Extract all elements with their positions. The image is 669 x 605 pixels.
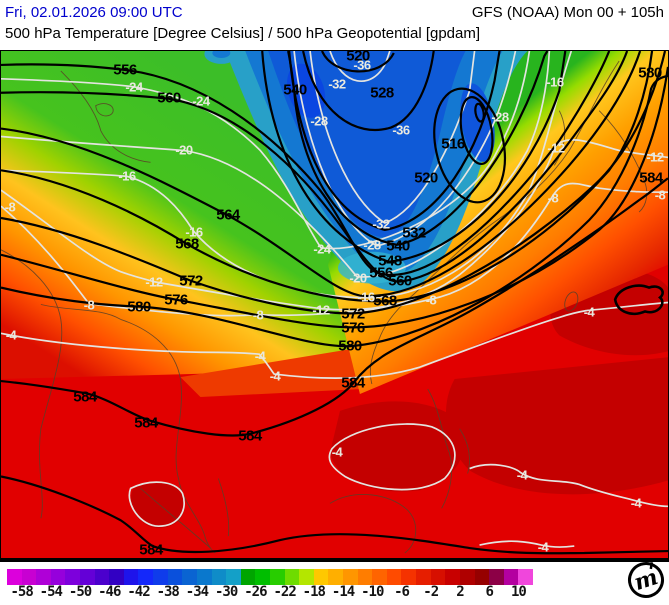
colorbar-segment [518, 569, 533, 585]
colorbar-tick: -14 [331, 584, 355, 600]
temperature-field [1, 51, 668, 558]
colorbar-segment [459, 569, 475, 585]
model-run-info: GFS (NOAA) Mon 00 + 105h [471, 4, 664, 21]
colorbar-tick: -54 [39, 584, 63, 600]
colorbar-segment [196, 569, 212, 585]
colorbar-tick: -46 [98, 584, 121, 600]
colorbar-tick: -38 [156, 584, 180, 600]
coastlines [1, 60, 648, 554]
colorbar-segment [255, 569, 270, 585]
colorbar-tick: -10 [361, 584, 384, 600]
colorbar-tick: -30 [215, 584, 238, 600]
temperature-colorbar: -58 -54 -50 -46 -42 -38 -34 -30 -26 -22 -18 -14 -10-… [0, 567, 669, 600]
valid-time: Fri, 02.01.2026 09:00 UTC [5, 4, 183, 21]
colorbar-tick: 2 [456, 584, 465, 600]
colorbar-segment [372, 569, 387, 585]
colorbar-segment [65, 569, 81, 585]
colorbar-segment [109, 569, 124, 585]
colorbar-segment [211, 569, 227, 585]
colorbar-segment [299, 569, 314, 585]
colorbar-segment [474, 569, 490, 585]
weather-map: 520 528 540 556 560 516 520 532 540 548 556 560 564 5… [0, 48, 669, 562]
colorbar-segment [445, 569, 460, 585]
colorbar-segment [343, 569, 358, 585]
colorbar-tick: -2 [423, 584, 439, 600]
colorbar-segment [7, 569, 22, 585]
colorbar-tick: 6 [485, 584, 494, 600]
colorbar-segment [123, 569, 139, 585]
colorbar-segment [269, 569, 285, 585]
site-logo: m [625, 558, 667, 600]
colorbar-tick: -50 [68, 584, 92, 600]
chart-title: 500 hPa Temperature [Degree Celsius] / 5… [5, 25, 481, 42]
colorbar-segment [226, 569, 241, 585]
colorbar-segment [416, 569, 431, 585]
colorbar-segment [182, 569, 197, 585]
colorbar-segment [430, 569, 446, 585]
colorbar-segment [328, 569, 344, 585]
colorbar-segment [80, 569, 95, 585]
colorbar-tick: 10 [510, 584, 527, 600]
colorbar-tick: -22 [273, 584, 296, 600]
header: Fri, 02.01.2026 09:00 UTC GFS (NOAA) Mon… [0, 0, 669, 50]
colorbar-segment [386, 569, 402, 585]
geopotential-contours [1, 51, 668, 555]
colorbar-segment [50, 569, 66, 585]
colorbar-track [7, 569, 533, 585]
colorbar-segment [21, 569, 37, 585]
colorbar-segment [240, 569, 256, 585]
colorbar-tick: -18 [302, 584, 326, 600]
colorbar-segment [503, 569, 519, 585]
colorbar-segment [94, 569, 110, 585]
colorbar-segment [36, 569, 51, 585]
colorbar-tick: -58 [10, 584, 33, 600]
colorbar-tick: -26 [244, 584, 267, 600]
colorbar-tick: -34 [185, 584, 209, 600]
colorbar-segment [284, 569, 300, 585]
colorbar-segment [153, 569, 168, 585]
colorbar-tick: -6 [394, 584, 410, 600]
colorbar-segment [313, 569, 329, 585]
colorbar-segment [138, 569, 154, 585]
colorbar-segment [489, 569, 504, 585]
colorbar-tick: -42 [127, 584, 150, 600]
colorbar-segment [167, 569, 183, 585]
colorbar-segment [357, 569, 373, 585]
colorbar-segment [401, 569, 417, 585]
